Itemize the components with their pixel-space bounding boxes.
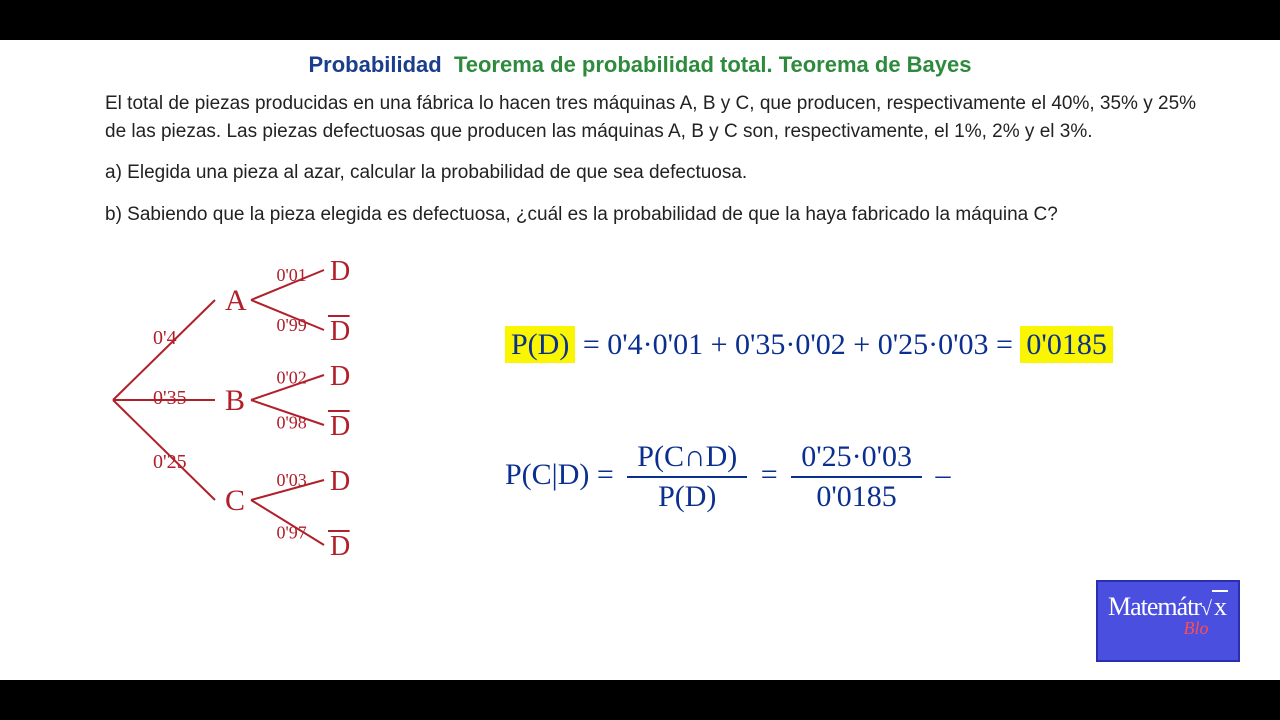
equation-total-probability: P(D) = 0'4·0'01 + 0'35·0'02 + 0'25·0'03 … [505,328,1113,362]
svg-text:D: D [330,466,350,497]
probability-tree: A 0'4 B 0'35 C 0'25 D 0'01 D 0'99 D 0'02 D 0'98 D 0'03 D… [105,250,445,580]
svg-text:D: D [330,411,350,442]
eq2-frac2-den: 0'0185 [791,478,922,514]
title-part1: Probabilidad [308,52,441,77]
title-part2: Teorema de probabilidad total. Teorema d… [454,52,972,77]
svg-text:D: D [330,316,350,347]
svg-text:0'4: 0'4 [153,327,177,349]
svg-text:B: B [225,384,245,417]
problem-text: El total de piezas producidas en una fáb… [0,78,1280,228]
eq2-frac1-num: P(C∩D) [627,440,747,478]
eq1-lhs: P(D) [505,326,575,363]
brand-logo: Matemátr√x Blo [1096,580,1240,662]
eq2-tail: – [936,458,951,491]
eq2-frac1-den: P(D) [627,478,747,514]
eq2-frac1: P(C∩D) P(D) [627,440,747,514]
eq2-lhs: P(C|D) = [505,458,614,491]
logo-line1: Matemátr√x [1098,582,1238,622]
problem-intro: El total de piezas producidas en una fáb… [105,90,1200,145]
equation-bayes: P(C|D) = P(C∩D) P(D) = 0'25·0'03 0'0185 … [505,440,951,514]
eq2-mid: = [761,458,778,491]
svg-text:0'25: 0'25 [153,451,187,473]
problem-b: b) Sabiendo que la pieza elegida es defe… [105,201,1200,229]
logo-line2: Blo [1126,618,1266,639]
svg-text:0'97: 0'97 [277,523,307,543]
svg-text:0'03: 0'03 [277,470,307,490]
slide-title: Probabilidad Teorema de probabilidad tot… [0,40,1280,78]
problem-a: a) Elegida una pieza al azar, calcular l… [105,159,1200,187]
eq2-frac2-num: 0'25·0'03 [791,440,922,478]
svg-text:0'01: 0'01 [277,265,307,285]
eq1-rhs: = 0'4·0'01 + 0'35·0'02 + 0'25·0'03 = [583,328,1013,361]
svg-text:D: D [330,531,350,562]
eq1-result: 0'0185 [1020,326,1112,363]
svg-text:A: A [225,284,247,317]
svg-text:C: C [225,484,245,517]
eq2-frac2: 0'25·0'03 0'0185 [791,440,922,514]
svg-text:0'98: 0'98 [277,413,307,433]
svg-text:0'99: 0'99 [277,315,307,335]
svg-text:D: D [330,256,350,287]
svg-text:0'35: 0'35 [153,387,187,409]
svg-text:0'02: 0'02 [277,368,307,388]
slide: Probabilidad Teorema de probabilidad tot… [0,40,1280,680]
svg-text:D: D [330,361,350,392]
